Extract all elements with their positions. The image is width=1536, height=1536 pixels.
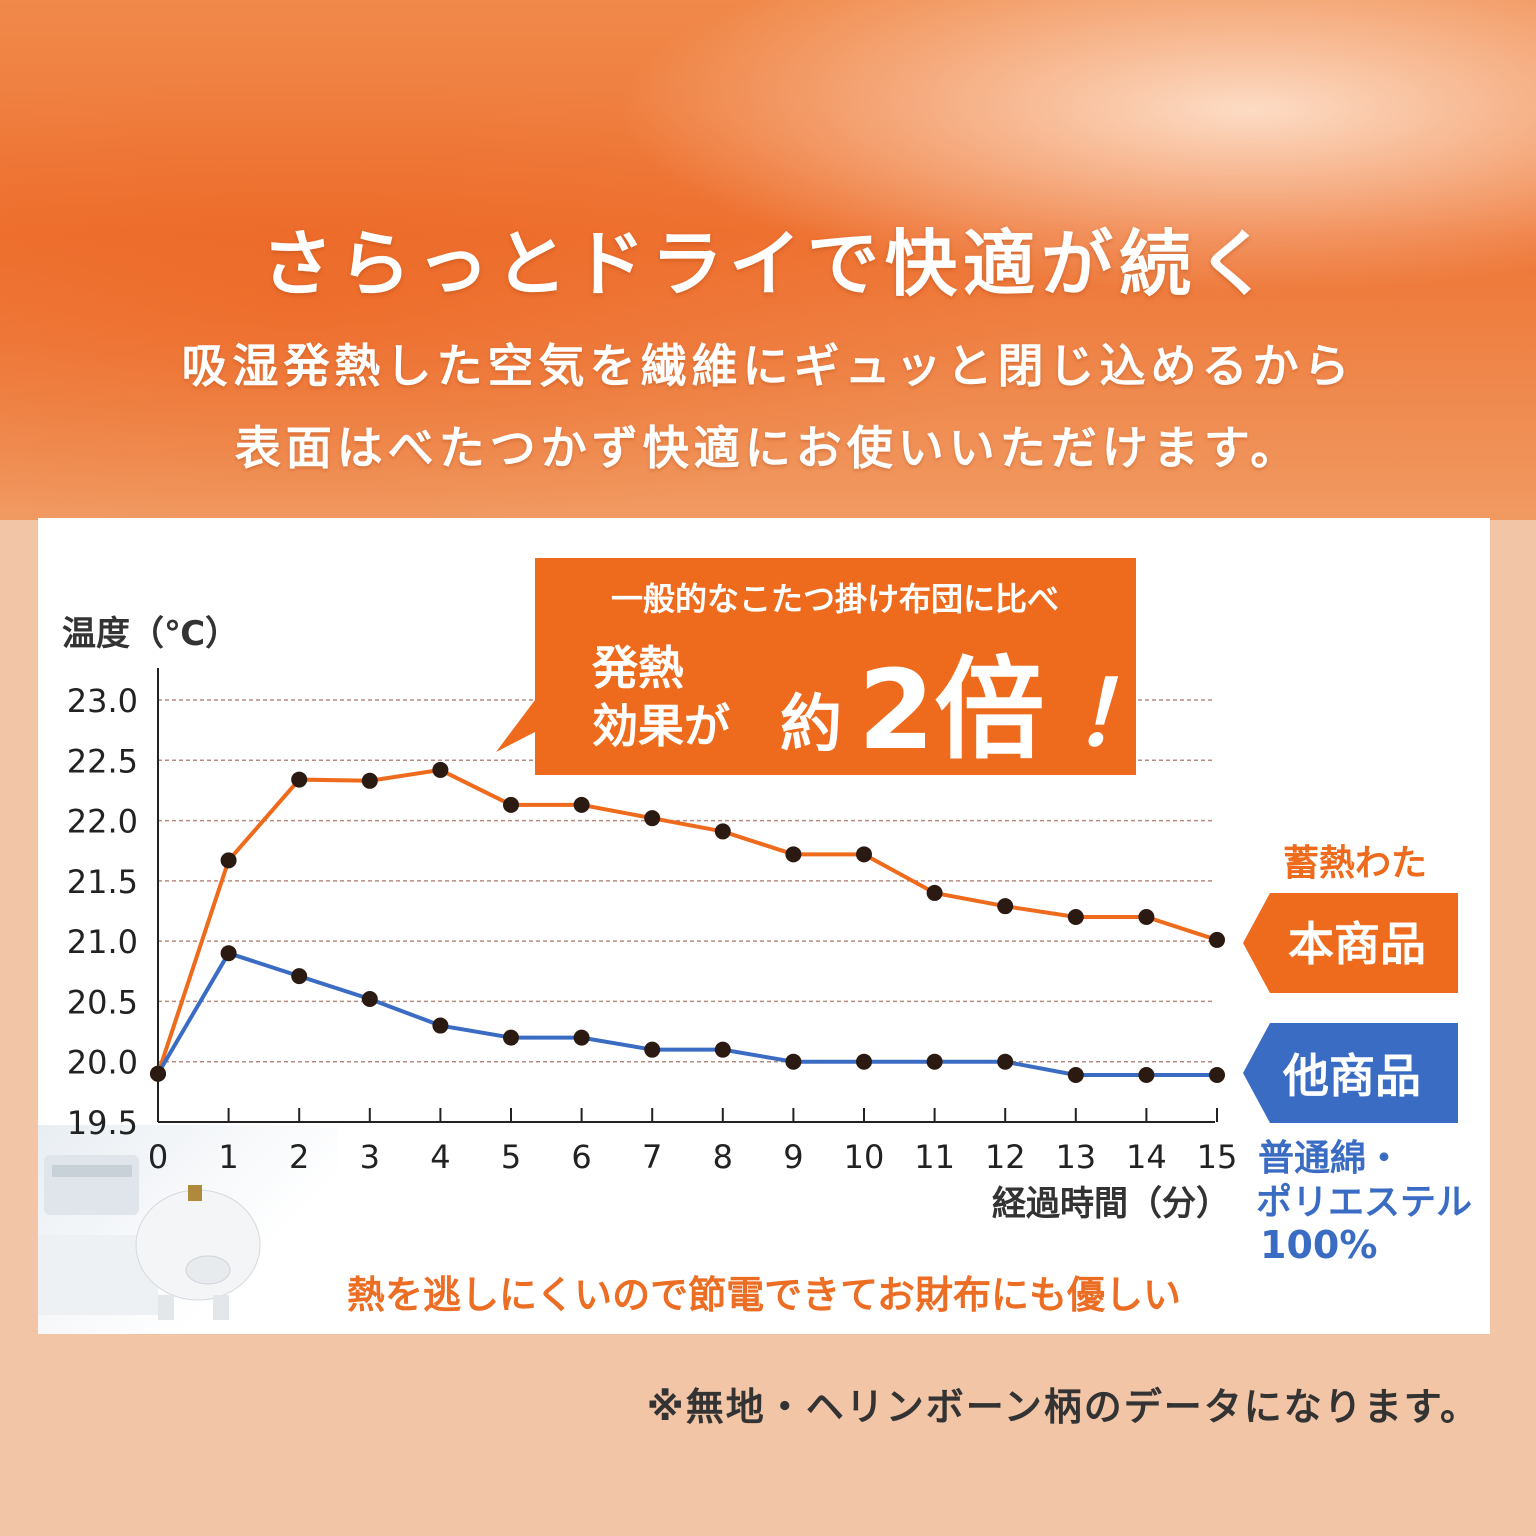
data-point-other: [1138, 1066, 1155, 1083]
series-line-product: [156, 767, 1218, 1075]
y-tick-label: 19.5: [67, 1104, 138, 1142]
hero-subtitle-line2: 表面はべたつかず快適にお使いいただけます。: [234, 421, 1302, 475]
hero-subtitle-line1: 吸湿発熱した空気を繊維にギュッと閉じ込めるから: [181, 339, 1355, 393]
callout-line2b: 効果が: [592, 699, 730, 753]
chart-axes: [157, 668, 1215, 1123]
data-point-other: [432, 1017, 449, 1034]
data-point-other: [503, 1029, 519, 1046]
data-point-other: [926, 1053, 943, 1070]
x-tick-label: 9: [783, 1138, 803, 1176]
y-tick-label: 21.5: [67, 863, 138, 901]
data-point-other: [644, 1041, 661, 1058]
hero-banner: さらっとドライで快適が続く 吸湿発熱した空気を繊維にギュッと閉じ込めるから 表面…: [0, 0, 1536, 520]
y-axis-label: 温度（℃）: [62, 614, 239, 654]
data-point-other: [1067, 1066, 1084, 1083]
x-tick-label: 3: [360, 1138, 380, 1176]
callout-line1: 一般的なこたつ掛け布団に比べ: [611, 580, 1059, 618]
product-tag: 本商品: [1243, 893, 1458, 993]
y-tick-labels: 23.0 22.5 22.0 21.5 21.0 20.5 20.0 19.5: [67, 682, 138, 1142]
x-axis-label: 経過時間（分）: [992, 1184, 1230, 1224]
x-tick-label: 4: [430, 1138, 450, 1176]
y-tick-label: 20.5: [67, 983, 138, 1021]
hero-title: さらっとドライで快適が続く: [260, 222, 1275, 306]
piggy-bank-icon: [38, 1155, 261, 1320]
other-caption-line3: 100%: [1260, 1223, 1377, 1267]
other-caption-line1: 普通綿・: [1258, 1138, 1402, 1179]
x-tick-label: 1: [218, 1138, 238, 1176]
x-tick-label: 13: [1055, 1138, 1096, 1176]
data-point-other: [714, 1041, 731, 1058]
x-tick-label: 15: [1197, 1138, 1238, 1176]
other-tag: 他商品: [1243, 1023, 1458, 1123]
data-point-product: [714, 823, 731, 840]
data-point-other: [361, 991, 378, 1008]
y-tick-label: 22.0: [67, 803, 138, 841]
footer-text: 熱を逃しにくいので節電できてお財布にも優しい: [347, 1273, 1181, 1317]
data-point-other: [1209, 1066, 1225, 1083]
x-tick-label: 14: [1126, 1138, 1167, 1176]
callout-exclaim: ！: [1072, 662, 1162, 767]
data-point-product: [432, 761, 449, 778]
data-point-product: [1067, 909, 1084, 926]
data-point-product: [291, 771, 308, 788]
y-tick-label: 23.0: [67, 682, 138, 720]
data-point-other: [150, 1065, 166, 1082]
x-tick-label: 2: [289, 1138, 309, 1176]
x-tick-label: 11: [914, 1138, 955, 1176]
data-point-other: [997, 1053, 1014, 1070]
product-tag-label: 本商品: [1288, 917, 1426, 971]
callout-line2c: 約: [780, 687, 842, 760]
x-tick-label: 8: [713, 1138, 733, 1176]
other-tag-label: 他商品: [1282, 1049, 1421, 1103]
x-tick-labels: 0 1 2 3 4 5 6 7 8 9 10 11 12 13 14 15: [148, 1108, 1238, 1176]
y-tick-label: 21.0: [67, 923, 138, 961]
data-point-other: [573, 1029, 590, 1046]
callout-box: 一般的なこたつ掛け布団に比べ 発熱 効果が 約 2倍 ！: [496, 558, 1162, 775]
data-point-product: [503, 796, 519, 813]
data-point-other: [291, 968, 308, 985]
data-point-product: [785, 846, 802, 863]
x-tick-label: 12: [985, 1138, 1026, 1176]
data-point-product: [856, 846, 872, 863]
data-point-product: [644, 810, 661, 827]
data-point-other: [856, 1053, 872, 1070]
piggy-bank-photo: [38, 1125, 338, 1334]
data-point-product: [220, 852, 237, 869]
data-point-product: [1209, 931, 1225, 948]
x-tick-label: 7: [642, 1138, 662, 1176]
x-tick-label: 10: [844, 1138, 885, 1176]
series-lines: [156, 767, 1218, 1077]
x-tick-label: 6: [571, 1138, 591, 1176]
x-tick-label: 5: [501, 1138, 521, 1176]
series-points: [150, 761, 1225, 1083]
product-caption: 蓄熱わた: [1283, 843, 1427, 884]
y-tick-label: 22.5: [67, 742, 138, 780]
data-point-other: [220, 945, 237, 962]
data-point-product: [926, 884, 943, 901]
data-point-other: [785, 1053, 802, 1070]
series-line-other: [156, 950, 1217, 1077]
x-tick-label: 0: [148, 1138, 168, 1176]
other-caption-line2: ポリエステル: [1256, 1181, 1472, 1223]
data-note: ※無地・ヘリンボーン柄のデータになります。: [646, 1385, 1480, 1429]
data-point-product: [361, 772, 378, 789]
data-point-product: [1138, 909, 1155, 926]
data-point-product: [997, 898, 1014, 915]
data-point-product: [573, 796, 590, 813]
y-tick-label: 20.0: [67, 1044, 138, 1082]
callout-number: 2倍: [858, 646, 1045, 774]
callout-line2a: 発熱: [592, 641, 684, 695]
